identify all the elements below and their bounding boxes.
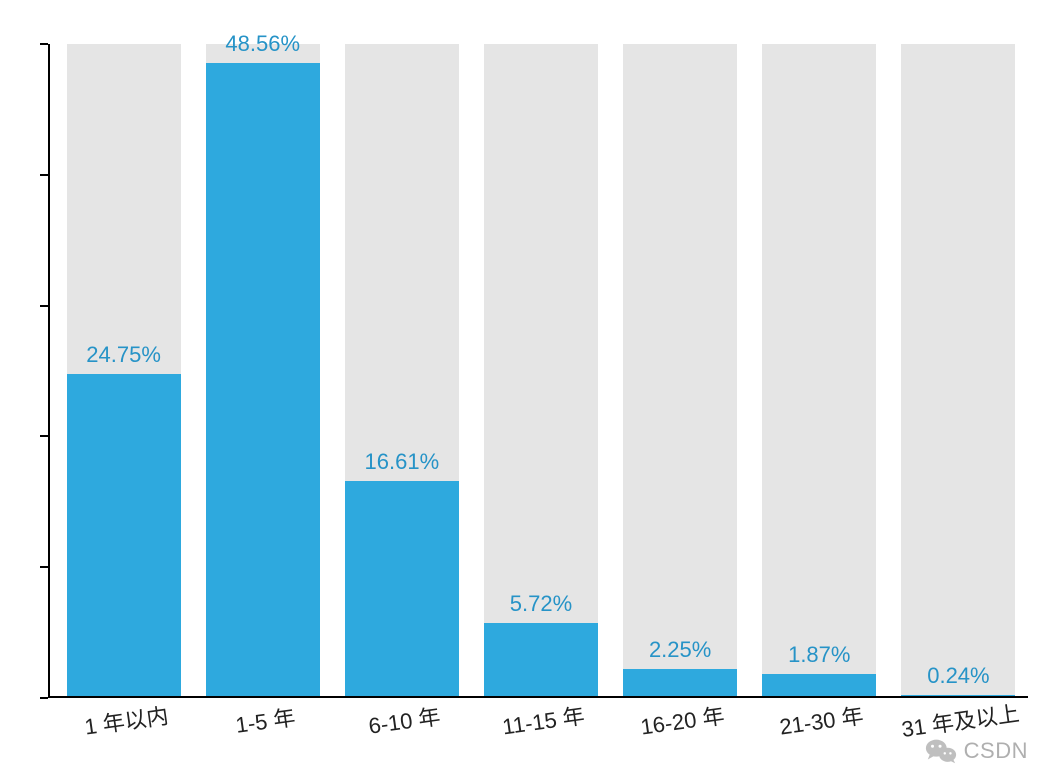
y-tick <box>40 697 48 699</box>
bar-slot: 0.24% <box>889 44 1028 698</box>
x-axis-label: 21-30 年 <box>777 698 865 741</box>
bar-chart: 24.75%48.56%16.61%5.72%2.25%1.87%0.24% 1… <box>0 0 1048 780</box>
bar-slot: 24.75% <box>54 44 193 698</box>
watermark-text: CSDN <box>964 738 1028 764</box>
bar <box>623 669 737 698</box>
y-axis <box>48 44 50 698</box>
y-tick <box>40 174 48 176</box>
wechat-icon <box>924 734 958 768</box>
x-axis-label: 1 年以内 <box>82 698 170 741</box>
bar-value-label: 0.24% <box>858 663 1048 689</box>
bar-slot: 1.87% <box>750 44 889 698</box>
plot-area: 24.75%48.56%16.61%5.72%2.25%1.87%0.24% 1… <box>48 44 1028 698</box>
bar-background <box>901 44 1015 698</box>
bar <box>206 63 320 698</box>
x-axis-label: 16-20 年 <box>638 698 726 741</box>
y-tick <box>40 43 48 45</box>
bar-slot: 5.72% <box>471 44 610 698</box>
x-axis-label: 11-15 年 <box>500 698 586 741</box>
bar <box>345 481 459 698</box>
bar-slot: 48.56% <box>193 44 332 698</box>
bar-slot: 2.25% <box>611 44 750 698</box>
watermark: CSDN <box>924 734 1028 768</box>
bar <box>67 374 181 698</box>
bar-background <box>623 44 737 698</box>
bar-background <box>762 44 876 698</box>
x-axis-label: 1-5 年 <box>233 700 297 740</box>
y-tick <box>40 305 48 307</box>
x-axis <box>48 696 1028 698</box>
y-tick <box>40 566 48 568</box>
bars-container: 24.75%48.56%16.61%5.72%2.25%1.87%0.24% <box>48 44 1028 698</box>
x-axis-label: 6-10 年 <box>366 699 442 741</box>
y-tick <box>40 435 48 437</box>
